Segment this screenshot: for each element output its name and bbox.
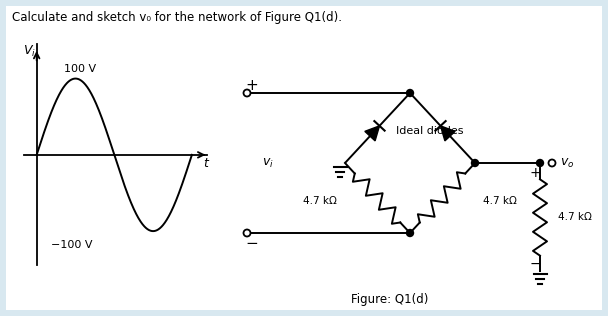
Polygon shape: [441, 126, 455, 141]
Circle shape: [536, 160, 544, 167]
Text: Calculate and sketch v₀ for the network of Figure Q1(d).: Calculate and sketch v₀ for the network …: [12, 11, 342, 25]
Text: 4.7 kΩ: 4.7 kΩ: [483, 196, 517, 206]
FancyBboxPatch shape: [6, 6, 602, 310]
Circle shape: [407, 89, 413, 96]
Circle shape: [548, 160, 556, 167]
Text: +: +: [246, 78, 258, 94]
Text: $t$: $t$: [203, 157, 210, 171]
Text: $V_i$: $V_i$: [22, 44, 36, 59]
Text: −: −: [246, 235, 258, 251]
Text: Ideal diodes: Ideal diodes: [396, 126, 464, 136]
Text: −: −: [529, 257, 541, 271]
Text: +: +: [529, 166, 541, 180]
Text: $v_i$: $v_i$: [262, 156, 274, 170]
Circle shape: [407, 229, 413, 236]
Text: Figure: Q1(d): Figure: Q1(d): [351, 294, 429, 307]
Text: −100 V: −100 V: [52, 240, 93, 250]
Text: $v_o$: $v_o$: [560, 156, 575, 170]
Text: 4.7 kΩ: 4.7 kΩ: [303, 196, 337, 206]
Polygon shape: [365, 126, 379, 141]
Circle shape: [471, 160, 478, 167]
Text: 100 V: 100 V: [64, 64, 96, 74]
Circle shape: [243, 89, 250, 96]
Circle shape: [243, 229, 250, 236]
Text: 4.7 kΩ: 4.7 kΩ: [558, 212, 592, 222]
